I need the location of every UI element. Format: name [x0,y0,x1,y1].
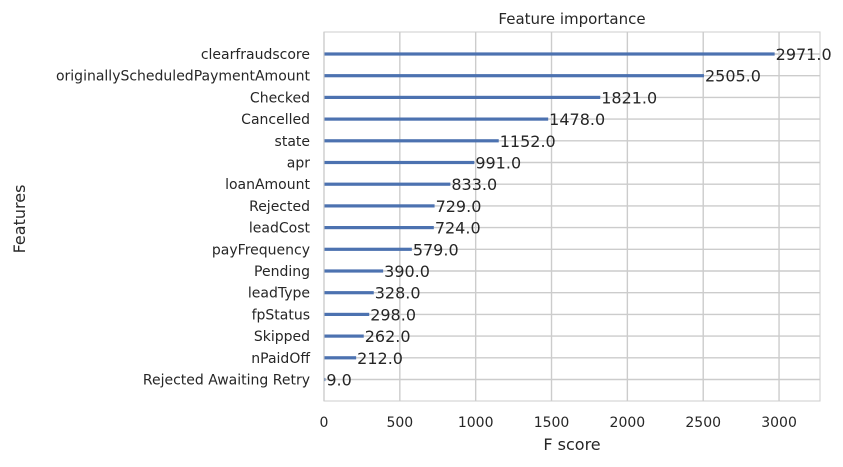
value-label: 212.0 [357,349,403,368]
value-labels: 2971.0 2505.0 1821.0 1478.0 1152.0 991.0 833.0… [326,45,831,390]
value-label: 1152.0 [500,132,556,151]
value-label: 1821.0 [601,88,657,107]
y-axis-label: Features [10,185,29,254]
bar [324,74,704,78]
bar [324,334,364,338]
y-tick-label: Rejected [249,199,310,215]
value-label: 729.0 [436,197,482,216]
y-tick-label: nPaidOff [251,351,310,367]
bar [324,182,451,186]
y-tick-label: loanAmount [225,177,310,193]
bar [324,247,412,251]
value-label: 833.0 [451,175,497,194]
y-tick-label: Checked [250,90,310,106]
chart-title: Feature importance [498,10,645,28]
x-tick-label: 1000 [458,415,494,431]
bar [324,139,499,143]
value-label: 390.0 [384,262,430,281]
value-label: 579.0 [413,240,459,259]
value-label: 328.0 [375,284,421,303]
x-tick-label: 500 [386,415,413,431]
y-tick-labels: clearfraudscore originallyScheduledPaymen… [56,47,311,389]
bar [324,226,434,230]
y-tick-label: state [275,134,310,150]
x-tick-label: 2000 [610,415,646,431]
y-tick-label: leadType [248,286,310,302]
value-label: 298.0 [370,305,416,324]
bar [324,52,775,56]
bar [324,377,326,382]
bar [324,117,549,121]
y-tick-label: Cancelled [241,112,310,128]
y-tick-label: originallyScheduledPaymentAmount [56,69,311,85]
x-tick-label: 3000 [761,415,797,431]
x-tick-label: 0 [320,415,329,431]
x-tick-label: 1500 [534,415,570,431]
x-axis-label: F score [543,435,600,454]
y-tick-label: apr [287,156,310,172]
x-tick-label: 2500 [685,415,721,431]
value-label: 724.0 [435,219,481,238]
bars-layer [324,52,775,382]
bar [324,160,475,165]
bar [324,356,357,360]
x-tick-labels: 0 500 1000 1500 2000 2500 3000 [320,415,797,431]
value-label: 262.0 [365,327,411,346]
bar [324,269,384,273]
value-label: 9.0 [326,371,351,390]
y-tick-label: Rejected Awaiting Retry [143,373,310,389]
bar [324,291,374,295]
y-tick-label: leadCost [249,221,311,237]
y-tick-label: clearfraudscore [201,47,310,63]
y-tick-label: Skipped [254,329,310,345]
y-tick-label: fpStatus [252,307,310,323]
bar [324,95,601,99]
y-tick-label: payFrequency [212,242,310,258]
plot-frame [323,31,821,402]
value-label: 2505.0 [705,67,761,86]
value-label: 991.0 [475,154,521,173]
bar [324,204,435,208]
value-label: 2971.0 [776,45,832,64]
y-tick-label: Pending [254,264,310,280]
value-label: 1478.0 [549,110,605,129]
bar [324,312,370,316]
